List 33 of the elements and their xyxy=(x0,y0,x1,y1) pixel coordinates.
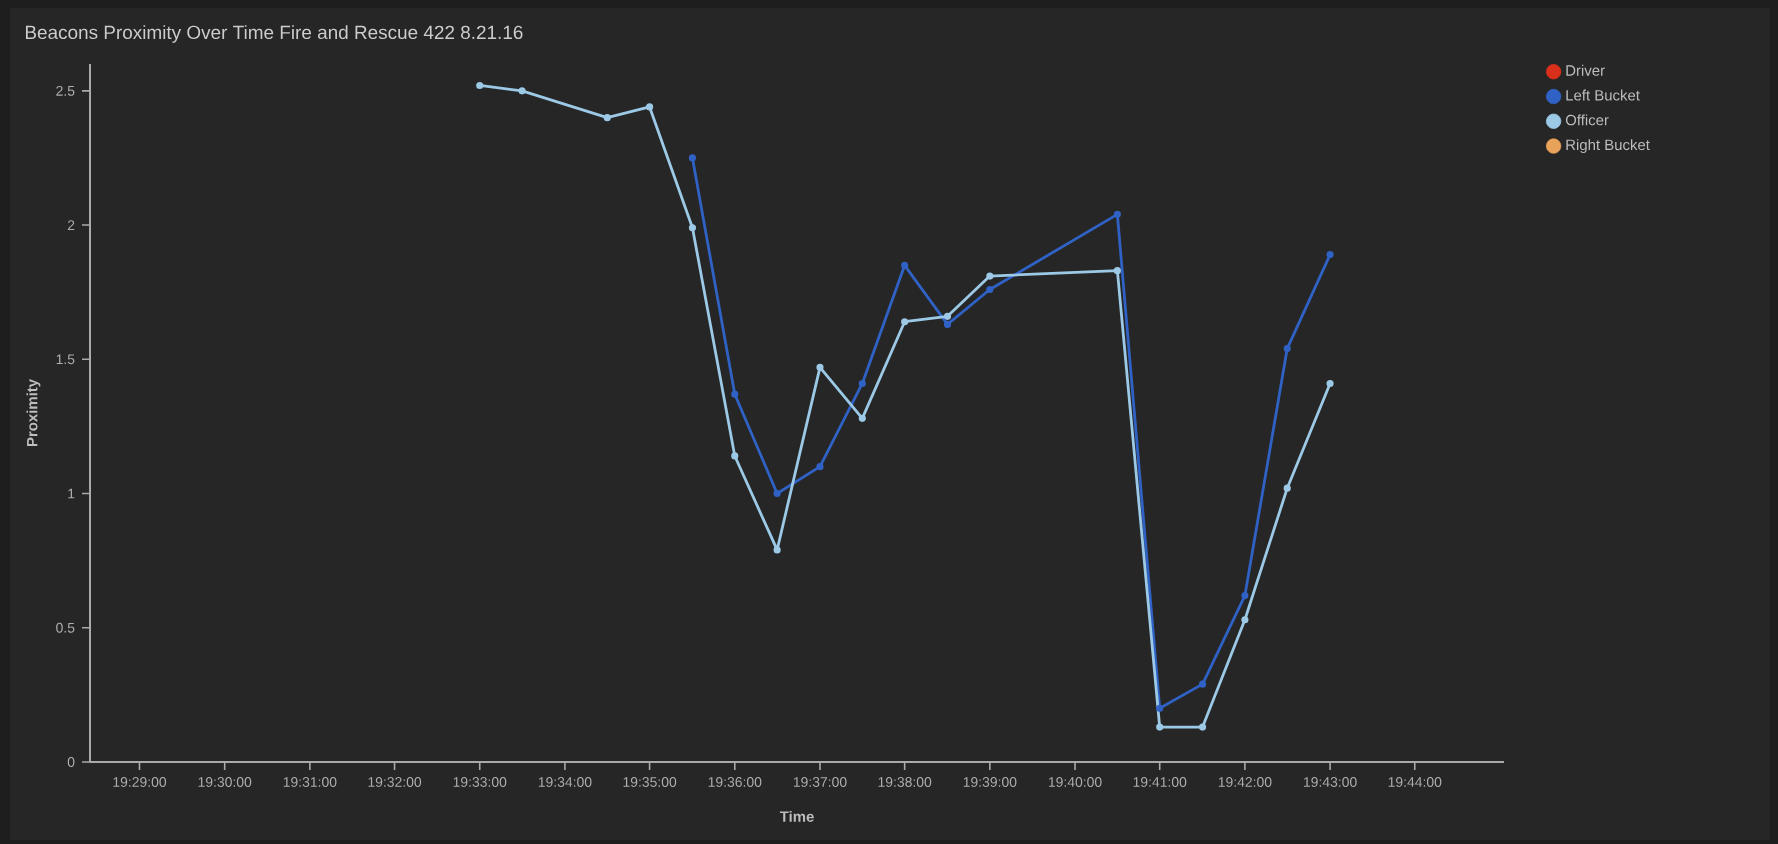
point xyxy=(1156,704,1164,712)
point xyxy=(688,154,697,162)
point xyxy=(986,285,994,294)
point xyxy=(603,114,611,122)
point xyxy=(943,320,952,328)
point xyxy=(943,312,952,320)
point xyxy=(1113,267,1121,275)
point xyxy=(518,87,526,95)
point xyxy=(731,390,739,398)
point xyxy=(476,81,484,90)
point xyxy=(1156,723,1164,731)
point xyxy=(901,261,909,269)
point xyxy=(858,414,866,422)
point xyxy=(1198,723,1207,731)
point xyxy=(858,379,866,388)
point xyxy=(646,103,654,111)
point xyxy=(1241,616,1249,624)
point xyxy=(1326,251,1334,259)
point xyxy=(1283,484,1291,492)
point xyxy=(773,489,781,498)
point xyxy=(816,463,824,471)
point xyxy=(816,363,824,371)
point xyxy=(1326,379,1334,388)
point xyxy=(688,224,697,232)
point xyxy=(1241,591,1249,600)
point xyxy=(1283,344,1291,353)
point xyxy=(731,452,739,460)
point xyxy=(1113,210,1121,218)
point xyxy=(773,546,781,554)
point xyxy=(986,272,994,280)
point xyxy=(901,318,909,326)
point xyxy=(1198,680,1207,688)
chart-title: Beacons Proximity Over Time Fire and Rescue 422 8.21.16 xyxy=(25,25,523,43)
